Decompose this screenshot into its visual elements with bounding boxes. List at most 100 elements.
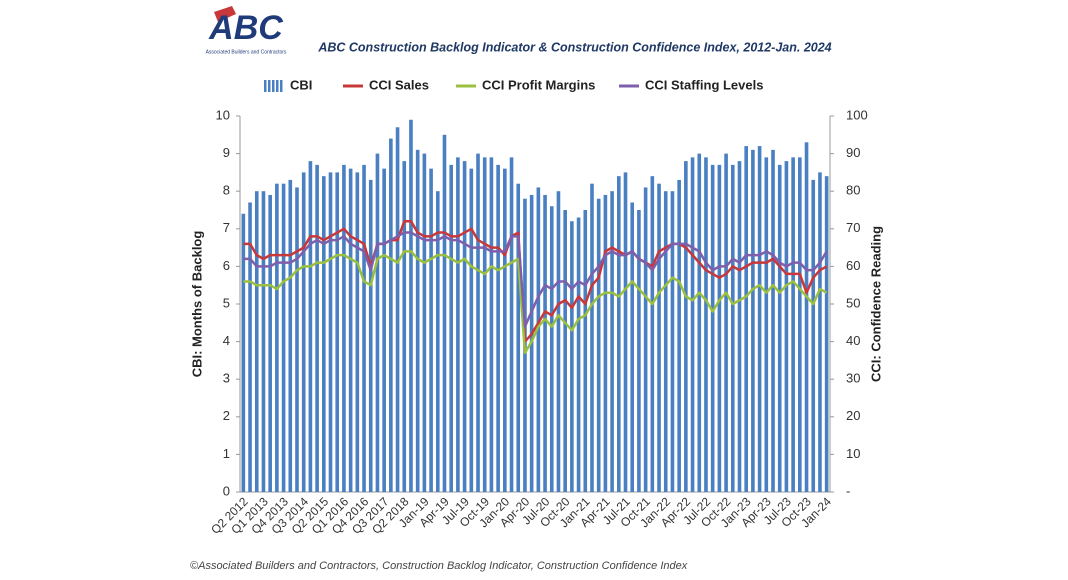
bar (543, 194, 547, 492)
y-tick-label: 1 (223, 446, 230, 461)
y2-tick-label: 80 (846, 183, 860, 198)
bar (254, 191, 259, 492)
bar (389, 138, 393, 492)
bar (301, 172, 306, 492)
bar (409, 119, 413, 492)
bar (375, 153, 380, 492)
y2-tick-label: 100 (846, 107, 868, 122)
bar (503, 168, 507, 492)
bar (603, 194, 608, 492)
bar (462, 161, 467, 492)
bar (650, 176, 655, 492)
bar (402, 161, 407, 492)
y2-tick-label: - (846, 483, 850, 498)
source-note: ©Associated Builders and Contractors, Co… (190, 560, 688, 572)
legend-swatch (276, 80, 279, 92)
legend-swatch (264, 80, 267, 92)
legend-swatch (280, 80, 283, 92)
bar (757, 146, 762, 492)
bar (697, 153, 702, 492)
y2-axis-title: CCI: Confidence Reading (868, 226, 883, 382)
bar (295, 187, 299, 492)
bar (556, 191, 561, 492)
bar (576, 217, 581, 492)
bar (335, 172, 340, 492)
legend-label: CCI Sales (369, 77, 429, 92)
bar (637, 210, 641, 492)
bar (643, 187, 648, 492)
bar (811, 179, 816, 493)
bar (777, 164, 782, 492)
bar (442, 134, 447, 493)
bar (456, 157, 460, 493)
y2-tick-label: 10 (846, 446, 860, 461)
bar (281, 183, 286, 492)
bar (469, 168, 474, 492)
bar (536, 187, 541, 492)
bar (288, 179, 293, 493)
bar (435, 191, 440, 492)
bar (248, 202, 252, 493)
y2-tick-label: 50 (846, 295, 860, 310)
chart-title: ABC Construction Backlog Indicator & Con… (317, 40, 831, 54)
bar (596, 198, 601, 492)
y-axis-title: CBI: Months of Backlog (189, 231, 204, 378)
bar (563, 210, 567, 492)
bar (268, 194, 272, 492)
bar (342, 164, 346, 492)
bar (449, 164, 454, 492)
bar (362, 164, 366, 492)
logo-text: ABC (208, 9, 283, 47)
bar (476, 153, 480, 492)
bar (623, 172, 628, 492)
bar (321, 176, 326, 492)
bar (791, 157, 795, 493)
y2-tick-label: 30 (846, 371, 860, 386)
bar (630, 202, 635, 493)
y2-tick-label: 70 (846, 220, 860, 235)
bar (798, 157, 802, 493)
y2-tick-label: 90 (846, 145, 860, 160)
bar (818, 172, 822, 492)
y-tick-label: 8 (223, 183, 230, 198)
bar (549, 206, 554, 493)
y-tick-label: 0 (223, 483, 230, 498)
bar (804, 142, 809, 492)
bar (670, 191, 675, 492)
logo: ABC Associated Builders and Contractors (206, 6, 287, 55)
bar (690, 157, 695, 493)
bar (704, 157, 708, 493)
line (243, 231, 828, 328)
bar (583, 210, 588, 492)
y2-tick-label: 60 (846, 258, 860, 273)
bar (730, 164, 735, 492)
y-tick-label: 10 (216, 107, 230, 122)
bar (496, 164, 500, 492)
bar (261, 191, 266, 492)
bar (516, 183, 521, 492)
legend-swatch (272, 80, 275, 92)
bar (429, 168, 433, 492)
bar (348, 168, 353, 492)
bar (509, 157, 514, 493)
bar (382, 168, 386, 492)
bar (677, 179, 681, 493)
bar (570, 221, 574, 492)
bar (771, 149, 775, 492)
y-tick-label: 3 (223, 371, 230, 386)
bar (744, 146, 749, 492)
bar (657, 183, 661, 492)
bar (590, 183, 594, 492)
y-tick-label: 9 (223, 145, 230, 160)
bar (684, 161, 688, 492)
y-tick-label: 2 (223, 408, 230, 423)
y-tick-label: 6 (223, 258, 230, 273)
bar (422, 153, 427, 492)
bar (616, 176, 621, 492)
bar (355, 172, 360, 492)
bar (737, 161, 742, 492)
bar (308, 161, 313, 492)
bar (489, 157, 494, 493)
bar (610, 191, 614, 492)
